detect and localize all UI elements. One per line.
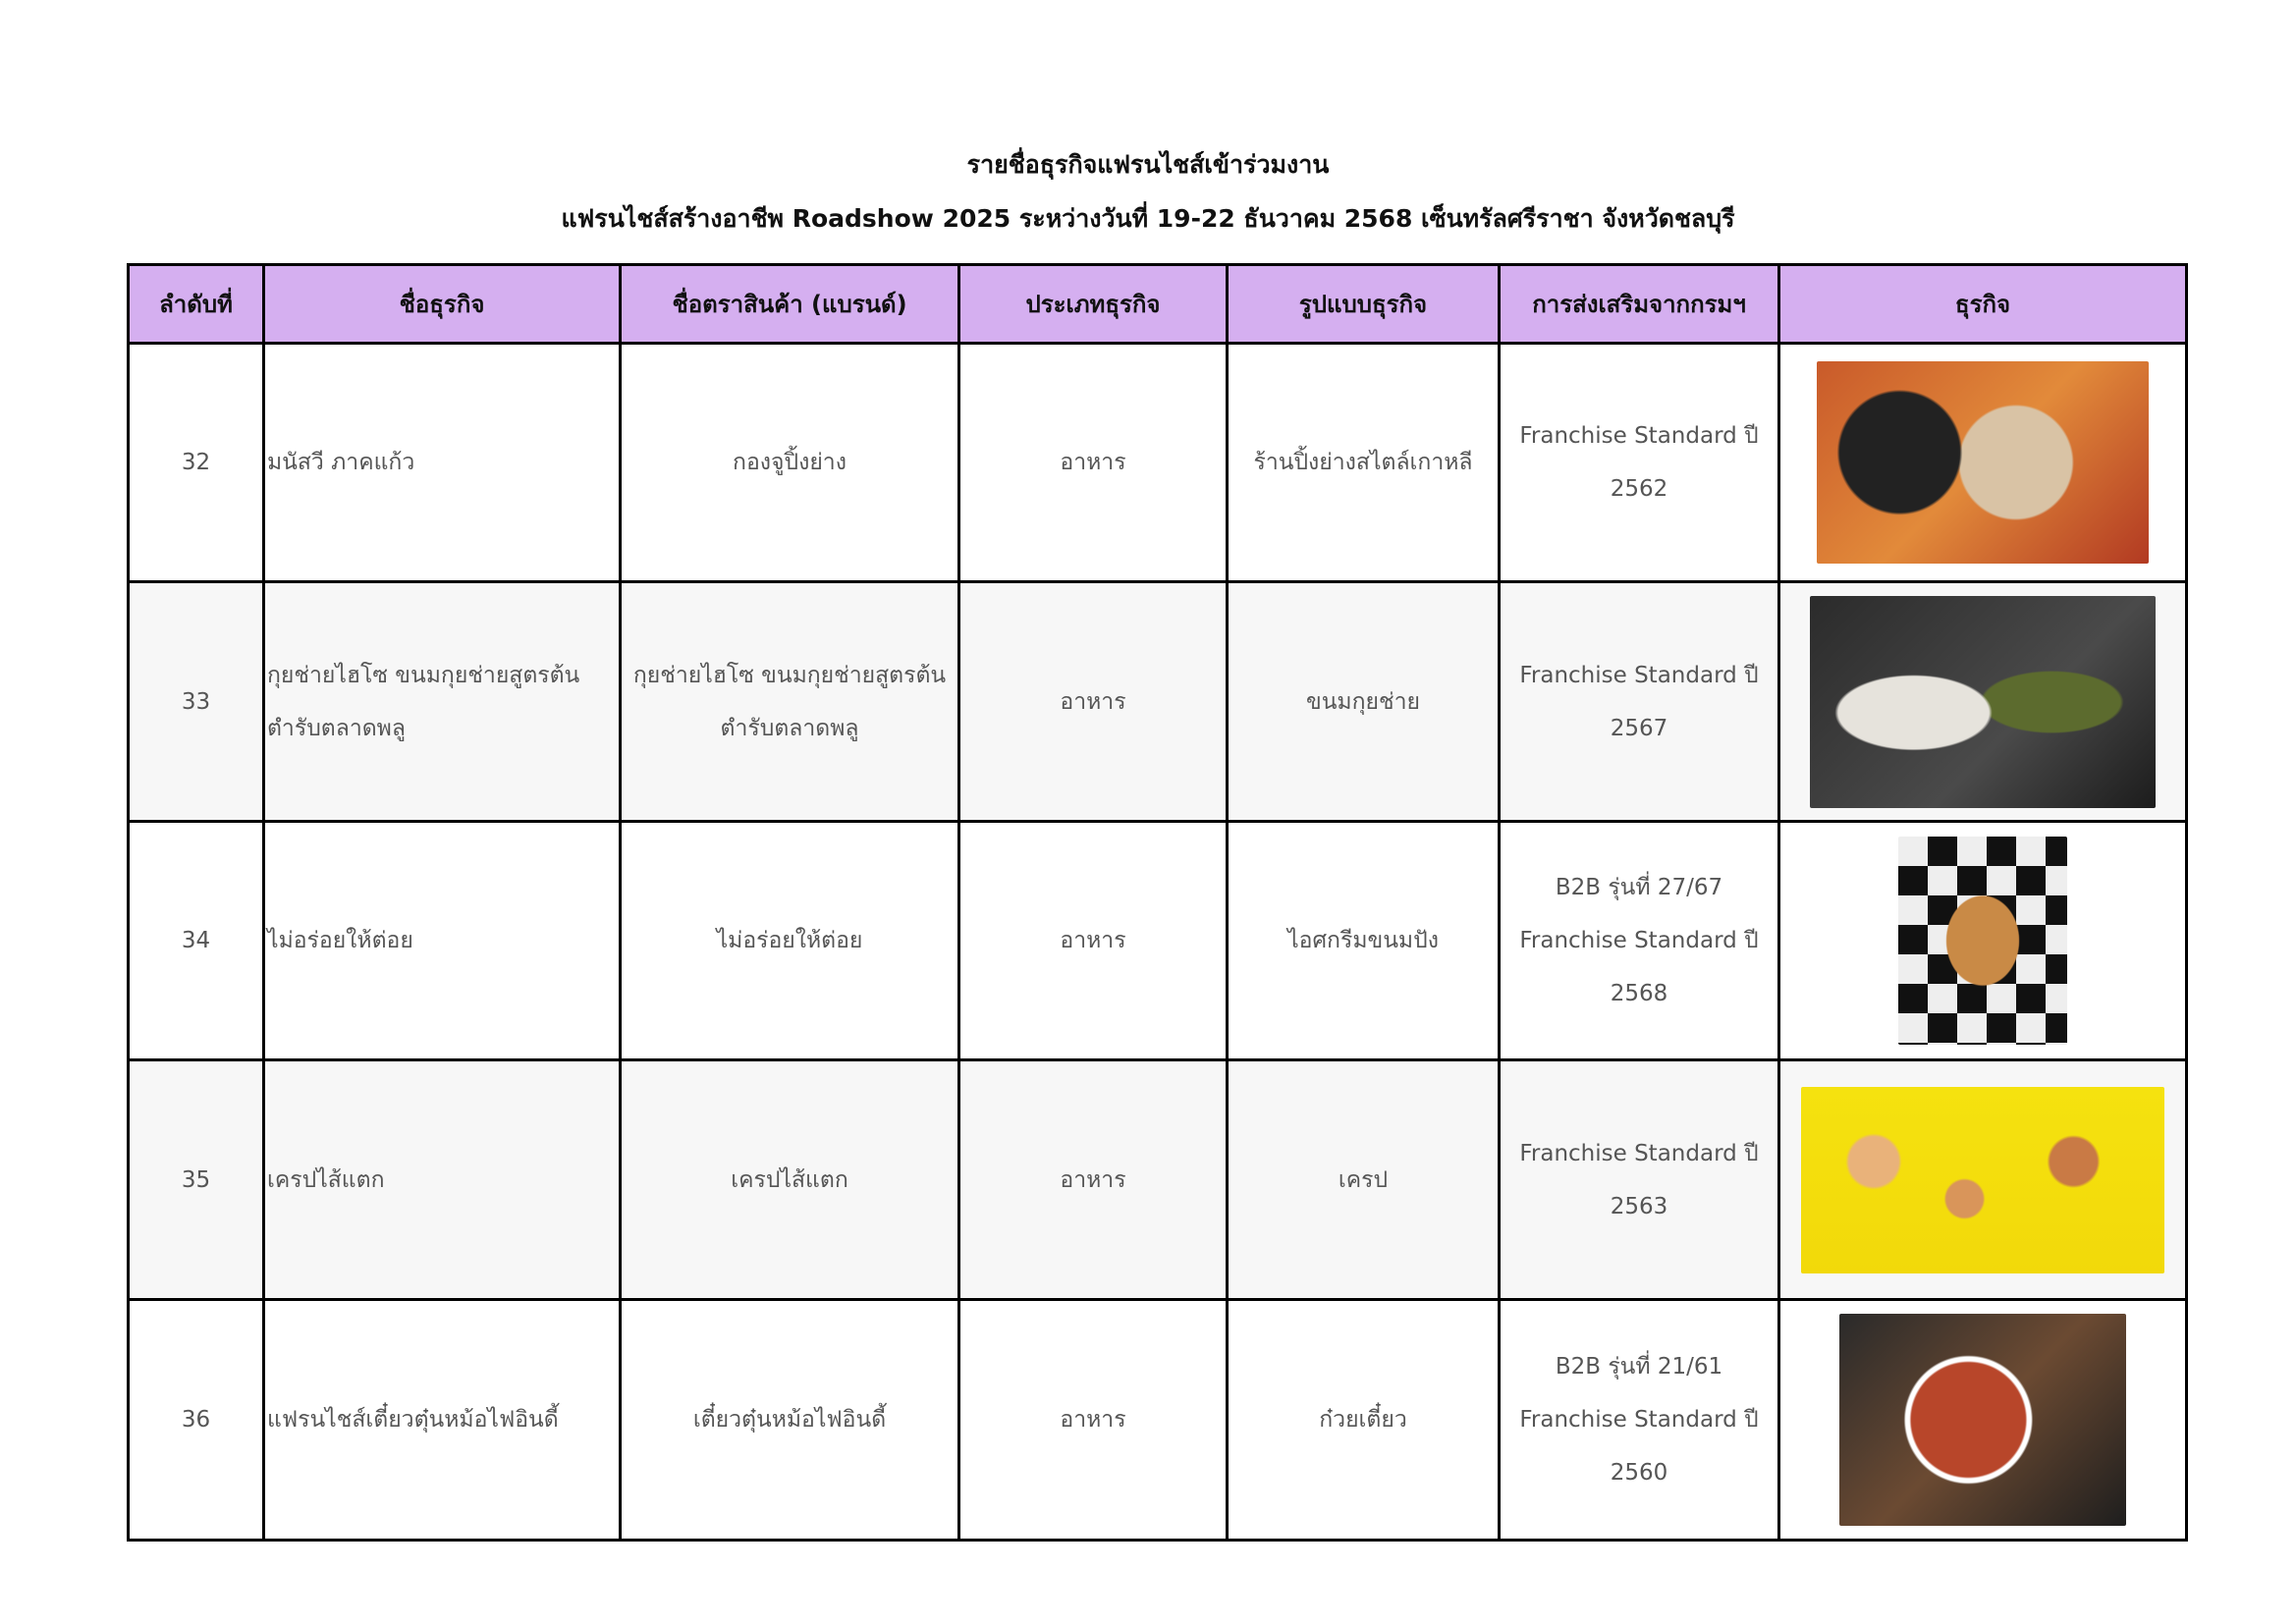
- promotion-line: Franchise Standard ปี: [1519, 1140, 1759, 1166]
- noodle-hotpot-photo: [1839, 1314, 2126, 1526]
- page-title: รายชื่อธุรกิจแฟรนไชส์เข้าร่วมงาน: [966, 150, 1330, 179]
- promotion-line: Franchise Standard ปี: [1519, 928, 1759, 953]
- ice-cream-bread-photo: [1898, 837, 2067, 1045]
- business-format: ร้านปิ้งย่างสไตล์เกาหลี: [1226, 342, 1501, 583]
- business-name: ไม่อร่อยให้ต่อย: [262, 820, 622, 1061]
- promotion-line: B2B รุ่นที่ 21/61: [1555, 1354, 1723, 1380]
- table-row: 35 เครปไส้แตก เครปไส้แตก อาหาร เครป Franchise…: [127, 1058, 2188, 1301]
- business-name: เครปไส้แตก: [262, 1058, 622, 1301]
- row-number: 33: [127, 580, 265, 823]
- promotion-line: B2B รุ่นที่ 27/67: [1555, 875, 1723, 900]
- business-photo-cell: [1777, 1058, 2188, 1301]
- column-header: การส่งเสริมจากกรมฯ: [1498, 263, 1780, 345]
- column-header: ธุรกิจ: [1777, 263, 2188, 345]
- row-number: 35: [127, 1058, 265, 1301]
- chive-dumpling-photo: [1810, 595, 2156, 808]
- business-photo-cell: [1777, 1298, 2188, 1542]
- business-photo-cell: [1777, 580, 2188, 823]
- promotion-line: 2563: [1610, 1193, 1668, 1219]
- table-row: 34 ไม่อร่อยให้ต่อย ไม่อร่อยให้ต่อย อาหาร ไอศ…: [127, 820, 2188, 1061]
- business-photo-cell: [1777, 342, 2188, 583]
- brand-name: กองจูปิ้งย่าง: [619, 342, 960, 583]
- row-number: 32: [127, 342, 265, 583]
- business-type: อาหาร: [957, 1298, 1229, 1542]
- business-format: เครป: [1226, 1058, 1501, 1301]
- promotion: Franchise Standard ปี 2563: [1498, 1058, 1780, 1301]
- promotion-line: 2568: [1610, 981, 1668, 1006]
- business-type: อาหาร: [957, 342, 1229, 583]
- promotion: Franchise Standard ปี 2567: [1498, 580, 1780, 823]
- business-format: ก๋วยเตี๋ยว: [1226, 1298, 1501, 1542]
- business-type: อาหาร: [957, 580, 1229, 823]
- table-row: 36 แฟรนไชส์เตี๋ยวตุ๋นหม้อไฟอินดี้ เตี๋ยวตุ…: [127, 1298, 2188, 1542]
- promotion: Franchise Standard ปี 2562: [1498, 342, 1780, 583]
- table-row: 33 กุยช่ายไฮโซ ขนมกุยช่ายสูตรต้นตำรับตลาด…: [127, 580, 2188, 823]
- business-name: แฟรนไชส์เตี๋ยวตุ๋นหม้อไฟอินดี้: [262, 1298, 622, 1542]
- row-number: 34: [127, 820, 265, 1061]
- brand-name: เครปไส้แตก: [619, 1058, 960, 1301]
- business-type: อาหาร: [957, 820, 1229, 1061]
- promotion-line: Franchise Standard ปี: [1519, 1407, 1759, 1433]
- business-name: กุยช่ายไฮโซ ขนมกุยช่ายสูตรต้นตำรับตลาดพล…: [262, 580, 622, 823]
- promotion: B2B รุ่นที่ 27/67 Franchise Standard ปี 25…: [1498, 820, 1780, 1061]
- business-name: มนัสวี ภาคแก้ว: [262, 342, 622, 583]
- table-header-row: ลำดับที่ ชื่อธุรกิจ ชื่อตราสินค้า (แบรนด…: [127, 263, 2188, 345]
- business-photo-cell: [1777, 820, 2188, 1061]
- business-format: ไอศกรีมขนมปัง: [1226, 820, 1501, 1061]
- row-number: 36: [127, 1298, 265, 1542]
- business-format: ขนมกุยช่าย: [1226, 580, 1501, 823]
- column-header: ชื่อตราสินค้า (แบรนด์): [619, 263, 960, 345]
- column-header: ลำดับที่: [127, 263, 265, 345]
- promotion-line: 2560: [1610, 1460, 1668, 1486]
- promotion-line: Franchise Standard ปี: [1519, 662, 1759, 688]
- brand-name: กุยช่ายไฮโซ ขนมกุยช่ายสูตรต้นตำรับตลาดพล…: [619, 580, 960, 823]
- brand-name: ไม่อร่อยให้ต่อย: [619, 820, 960, 1061]
- page-subtitle: แฟรนไชส์สร้างอาชีพ Roadshow 2025 ระหว่าง…: [561, 204, 1735, 233]
- promotion-line: 2562: [1610, 476, 1668, 502]
- korean-bbq-photo: [1817, 361, 2149, 564]
- business-type: อาหาร: [957, 1058, 1229, 1301]
- column-header: รูปแบบธุรกิจ: [1226, 263, 1501, 345]
- crepe-menu-photo: [1801, 1086, 2164, 1273]
- franchise-table: ลำดับที่ ชื่อธุรกิจ ชื่อตราสินค้า (แบรนด…: [127, 263, 2188, 1542]
- promotion-line: Franchise Standard ปี: [1519, 423, 1759, 449]
- table-row: 32 มนัสวี ภาคแก้ว กองจูปิ้งย่าง อาหาร ร้านปิ…: [127, 342, 2188, 583]
- promotion-line: 2567: [1610, 715, 1668, 741]
- brand-name: เตี๋ยวตุ๋นหม้อไฟอินดี้: [619, 1298, 960, 1542]
- column-header: ชื่อธุรกิจ: [262, 263, 622, 345]
- column-header: ประเภทธุรกิจ: [957, 263, 1229, 345]
- promotion: B2B รุ่นที่ 21/61 Franchise Standard ปี 25…: [1498, 1298, 1780, 1542]
